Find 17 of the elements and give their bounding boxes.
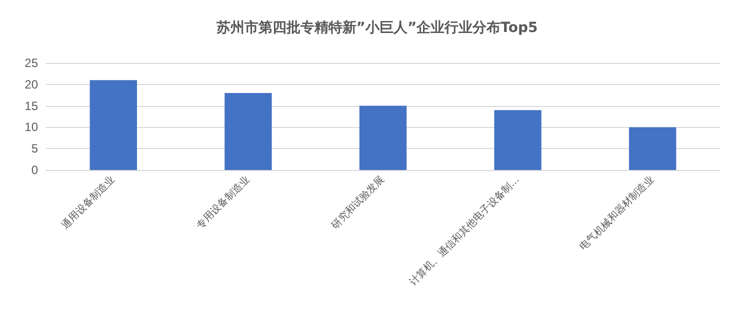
x-tick-label: 通用设备制造业 (59, 173, 118, 232)
y-tick-label: 25 (24, 56, 38, 70)
x-tick-label: 计算机、通信和其他电子设备制… (407, 173, 522, 288)
x-tick-label: 研究和试验发展 (328, 173, 387, 232)
y-tick-label: 20 (24, 77, 38, 92)
bar (90, 80, 137, 170)
y-tick-label: 10 (24, 120, 38, 134)
x-tick-label: 专用设备制造业 (194, 173, 252, 232)
bar (359, 106, 407, 170)
y-tick-label: 15 (24, 98, 38, 113)
y-tick-label: 5 (31, 142, 38, 156)
bar (224, 92, 272, 170)
x-tick-label: 电气机械和器材制造业 (577, 173, 656, 253)
chart-title: 苏州市第四批专精特新”小巨人”企业行业分布Top5 (215, 19, 538, 36)
bar (494, 110, 542, 170)
y-tick-label: 0 (31, 163, 38, 177)
bar (629, 127, 676, 170)
